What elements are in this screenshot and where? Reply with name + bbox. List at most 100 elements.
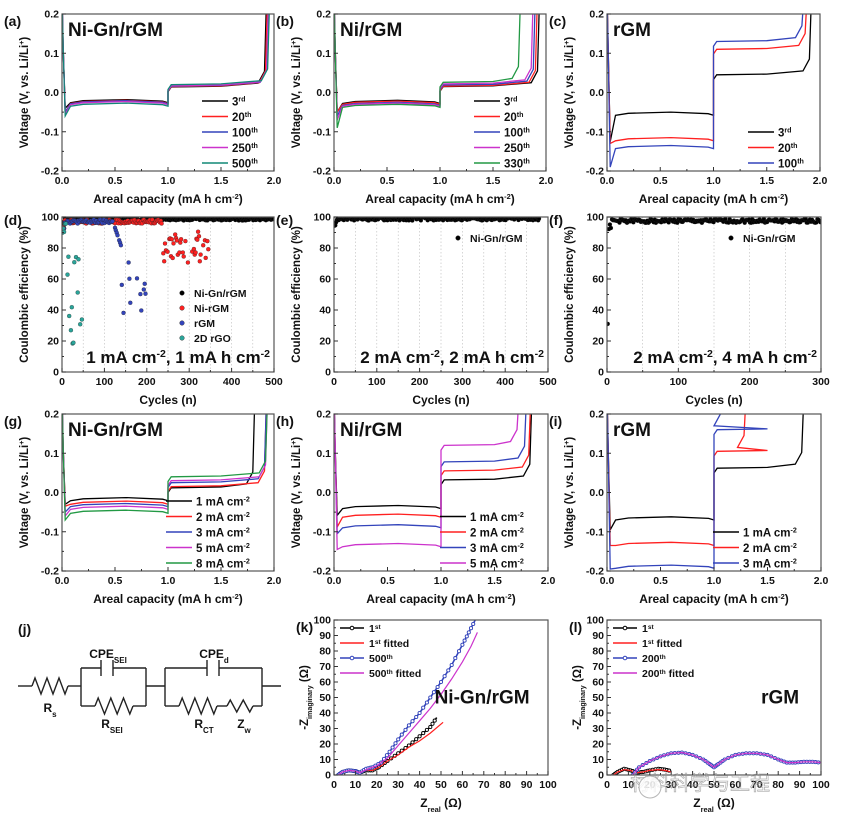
x-tick-label: 80: [499, 779, 511, 791]
plot-area: [334, 217, 542, 228]
legend-marker: [179, 335, 185, 341]
panel-label: (c): [549, 13, 566, 29]
y-tick-label: -0.2: [41, 166, 59, 178]
y-tick-label: 30: [319, 723, 331, 735]
plot-area: [62, 14, 270, 119]
legend-label: 500th fitted: [369, 668, 421, 680]
series-line-1: [62, 414, 256, 506]
y-tick-label: 0.0: [316, 487, 331, 499]
data-point: [417, 734, 422, 739]
legend-label: 330th: [504, 158, 530, 171]
x-tick-label: 100: [96, 376, 114, 388]
x-tick-label: 90: [521, 779, 533, 791]
data-point: [71, 340, 76, 345]
x-axis-label: Cycles (n): [685, 393, 742, 407]
x-tick-label: 30: [665, 779, 677, 791]
data-point: [438, 679, 444, 685]
data-point: [417, 710, 422, 716]
data-point: [205, 238, 210, 244]
series-line-4: [334, 14, 534, 121]
series-line-2: [613, 768, 672, 775]
data-point: [201, 243, 206, 248]
y-tick-label: 60: [319, 274, 331, 286]
legend-label: 500th: [369, 653, 393, 665]
legend: Ni-Gn/rGM Ni-rGM rGM 2D rGO: [179, 288, 247, 345]
x-axis-label: Areal capacity (mA h cm-2): [639, 192, 789, 207]
data-point: [183, 238, 188, 244]
x-axis-label: Areal capacity (mA h cm-2): [93, 592, 243, 607]
data-point: [118, 243, 124, 248]
y-tick-label: 0.2: [44, 409, 59, 421]
legend-marker: [455, 235, 461, 241]
x-tick-label: 1.0: [161, 175, 176, 187]
x-axis-label: Areal capacity (mA h cm-2): [639, 592, 789, 607]
data-point: [464, 634, 469, 639]
data-point: [128, 300, 133, 305]
data-point: [170, 255, 175, 261]
y-tick-label: -0.2: [586, 166, 604, 178]
resistor-rs: [31, 676, 69, 696]
data-point: [453, 656, 458, 661]
x-tick-label: 0.5: [653, 175, 668, 187]
x-tick-label: 50: [708, 779, 720, 791]
plot-area: [607, 14, 812, 168]
legend: 1st 1st fitted 500th 500th fitted: [340, 623, 421, 680]
condition-annotation: 1 mA cm-2, 1 mA h cm-2: [86, 348, 270, 367]
data-point: [442, 674, 447, 679]
x-tick-label: 20: [371, 779, 383, 791]
data-point: [79, 317, 85, 322]
panel-f: 0 100 200 300 0 20 40 60 80 100 Cycles (n) Coulombi…: [549, 212, 830, 408]
x-tick-label: 100: [539, 779, 557, 791]
y-tick-label: -0.1: [586, 526, 604, 538]
series-line-3: [334, 414, 527, 536]
series-line-1: [607, 14, 812, 142]
series-line-4: [334, 414, 519, 551]
y-axis-label: -Zimaginary (Ω): [572, 665, 587, 730]
y-axis-label: Voltage (V, vs. Li/Li+): [563, 37, 576, 149]
x-tick-label: 400: [223, 376, 241, 388]
legend: 1st 1st fitted 200th 200th fitted: [613, 623, 694, 680]
y-axis-label: Voltage (V, vs. Li/Li+): [563, 437, 576, 549]
y-tick-label: -0.2: [586, 566, 604, 578]
legend-label: 3rd: [232, 96, 246, 109]
legend-label: 250th: [232, 142, 258, 155]
warburg-zw: [226, 698, 254, 714]
legend-label: 200th: [642, 653, 666, 665]
x-tick-label: 2.0: [539, 175, 554, 187]
panel-label: (i): [549, 413, 562, 429]
panel-label: (e): [276, 212, 293, 228]
x-tick-label: 60: [730, 779, 742, 791]
legend-label: Ni-Gn/rGM: [470, 233, 523, 245]
legend-label: 20th: [504, 111, 524, 124]
y-tick-label: 90: [319, 630, 331, 642]
series-line-5: [62, 14, 270, 119]
data-point: [428, 695, 433, 700]
data-point: [178, 237, 184, 242]
condition-annotation: 2 mA cm-2, 4 mA h cm-2: [633, 348, 817, 367]
data-point: [65, 272, 70, 277]
panel-b: 0.0 0.5 1.0 1.5 2.0 -0.2 -0.1 0.0 0.1 0.2 Areal ca…: [276, 9, 554, 207]
data-point: [471, 621, 476, 627]
y-tick-label: 0.1: [44, 48, 59, 60]
y-tick-label: 60: [47, 274, 59, 286]
legend-label: 200th fitted: [642, 668, 694, 680]
x-tick-label: 2.0: [813, 175, 828, 187]
x-tick-label: 200: [138, 376, 156, 388]
x-tick-label: 30: [392, 779, 404, 791]
x-axis-label: Zreal (Ω): [693, 796, 735, 814]
y-tick-label: 0.1: [589, 48, 604, 60]
y-tick-label: 60: [592, 274, 604, 286]
data-point: [384, 753, 389, 758]
y-tick-label: 40: [592, 305, 604, 317]
legend: 1 mA cm-2 2 mA cm-2 3 mA cm-2: [713, 527, 797, 571]
y-tick-label: 60: [592, 677, 604, 689]
y-tick-label: -0.2: [313, 166, 331, 178]
data-point: [62, 229, 67, 235]
data-point: [159, 221, 164, 226]
data-point: [387, 749, 392, 754]
y-tick-label: 0.0: [44, 87, 59, 99]
data-point: [66, 254, 71, 259]
x-tick-label: 100: [670, 376, 688, 388]
x-axis-label: Areal capacity (mA h cm-2): [365, 192, 515, 207]
x-tick-label: 0.5: [653, 575, 668, 587]
